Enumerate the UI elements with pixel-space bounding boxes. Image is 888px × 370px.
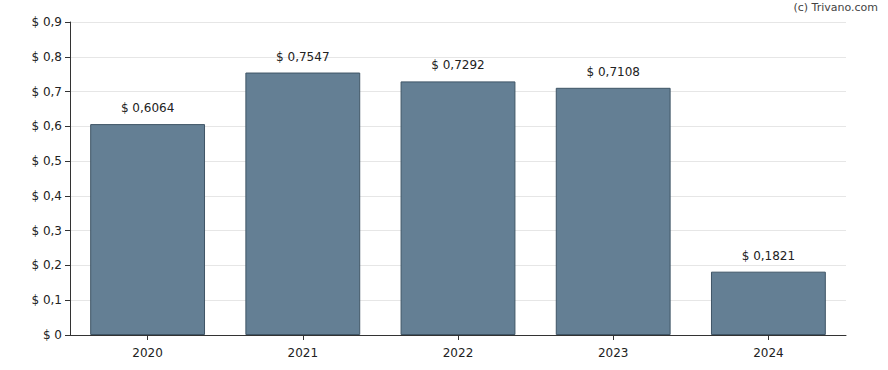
svg-text:$ 0,7108: $ 0,7108 <box>586 65 639 79</box>
svg-text:$ 0,6064: $ 0,6064 <box>121 101 174 115</box>
svg-text:$ 0,7292: $ 0,7292 <box>431 58 484 72</box>
svg-text:$ 0,2: $ 0,2 <box>31 258 62 272</box>
svg-text:$ 0,7: $ 0,7 <box>31 85 62 99</box>
svg-text:$ 0,7547: $ 0,7547 <box>276 50 329 64</box>
svg-text:2023: 2023 <box>598 346 629 360</box>
svg-text:$ 0: $ 0 <box>43 328 62 342</box>
svg-text:$ 0,8: $ 0,8 <box>31 50 62 64</box>
svg-text:(c) Trivano.com: (c) Trivano.com <box>793 1 878 14</box>
svg-text:$ 0,4: $ 0,4 <box>31 189 62 203</box>
svg-text:$ 0,3: $ 0,3 <box>31 224 62 238</box>
svg-text:2024: 2024 <box>753 346 784 360</box>
svg-text:$ 0,6: $ 0,6 <box>31 119 62 133</box>
svg-text:$ 0,9: $ 0,9 <box>31 15 62 29</box>
svg-text:$ 0,1821: $ 0,1821 <box>742 249 795 263</box>
svg-text:$ 0,5: $ 0,5 <box>31 154 62 168</box>
svg-text:2022: 2022 <box>443 346 474 360</box>
svg-text:$ 0,1: $ 0,1 <box>31 293 62 307</box>
svg-text:2021: 2021 <box>288 346 319 360</box>
svg-text:2020: 2020 <box>132 346 163 360</box>
